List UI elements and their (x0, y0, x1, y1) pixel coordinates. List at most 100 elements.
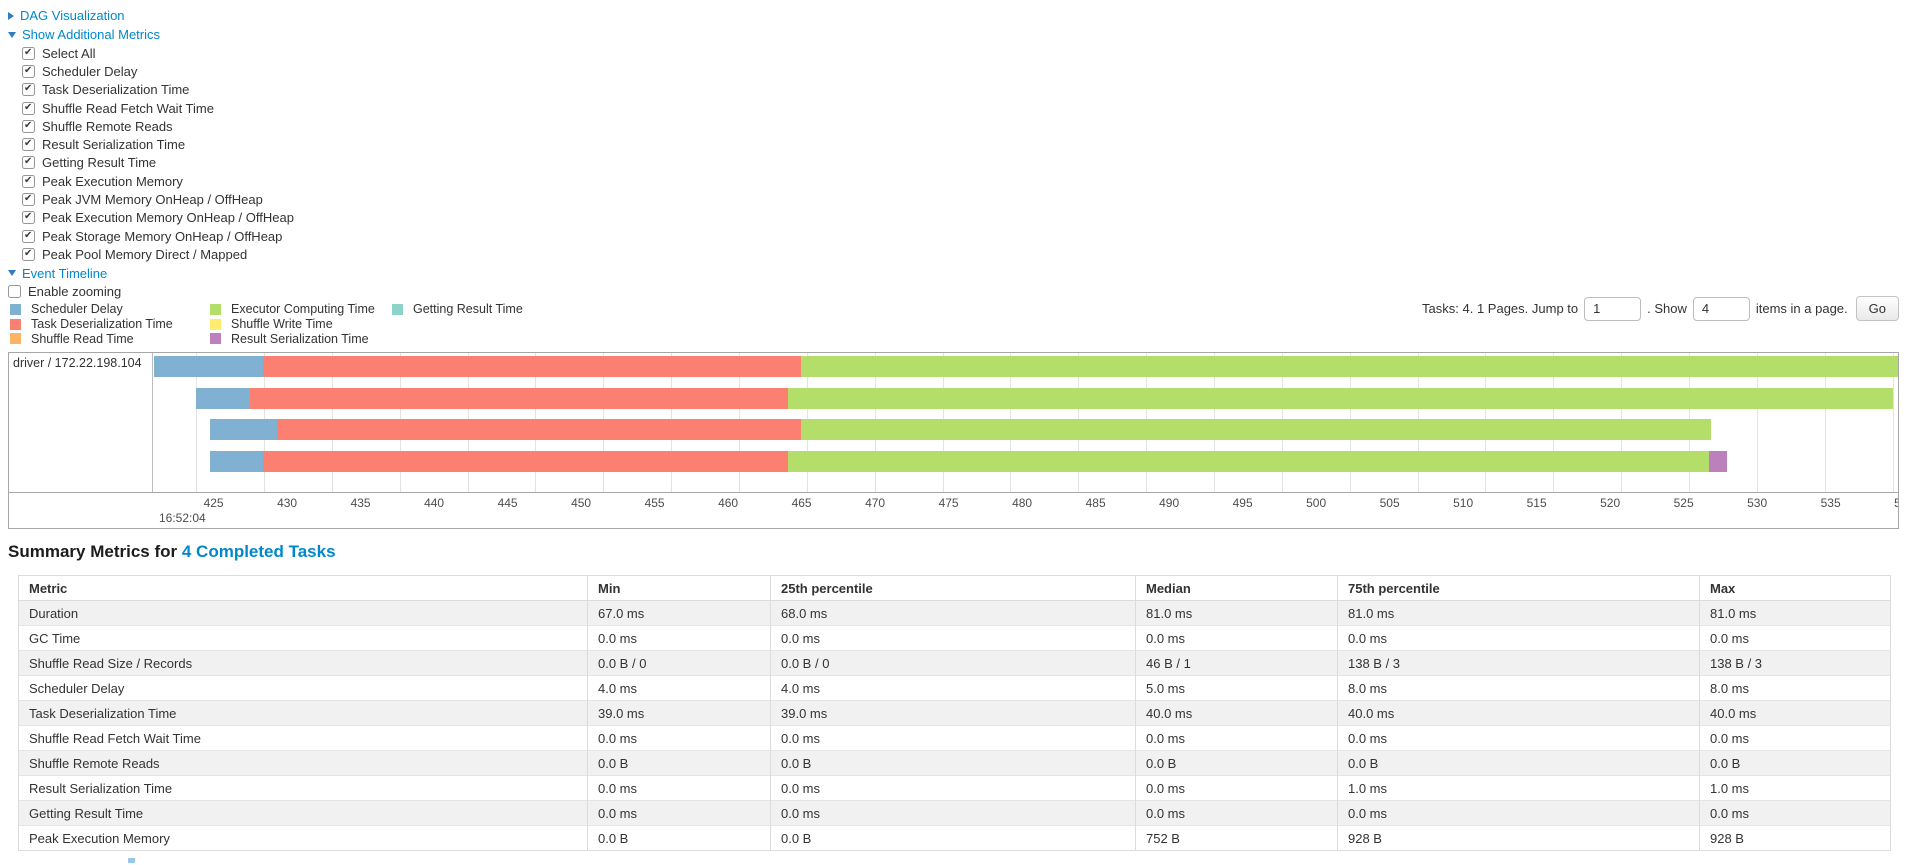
metric-value-cell: 81.0 ms (1135, 600, 1338, 626)
metric-checkbox-row: Task Deserialization Time (8, 81, 294, 99)
metric-checkbox[interactable] (22, 119, 35, 133)
timeline-task-bar[interactable] (196, 388, 1893, 409)
metric-checkbox[interactable] (22, 64, 35, 78)
table-header-cell: 75th percentile (1337, 575, 1700, 601)
enable-zooming-checkbox[interactable] (8, 285, 21, 299)
metric-checkbox[interactable] (22, 247, 35, 261)
axis-tick-label: 525 (1673, 496, 1694, 510)
axis-major-time-label: 16:52:04 (159, 511, 206, 525)
arrow-expanded-icon (8, 31, 16, 38)
legend-item: Shuffle Read Time (10, 332, 173, 347)
completed-tasks-link[interactable]: 4 Completed Tasks (181, 542, 336, 561)
show-additional-metrics-toggle[interactable]: Show Additional Metrics (8, 25, 294, 44)
event-timeline-link[interactable]: Event Timeline (22, 265, 108, 281)
dag-visualization-toggle[interactable]: DAG Visualization (8, 6, 294, 25)
jump-to-page-input[interactable] (1584, 296, 1642, 321)
metric-checkbox[interactable] (22, 138, 35, 152)
metric-name-cell: Shuffle Remote Reads (18, 750, 588, 776)
metric-checkbox[interactable] (22, 101, 35, 115)
metric-value-cell: 0.0 B (587, 750, 771, 776)
metric-value-cell: 81.0 ms (1337, 600, 1700, 626)
metric-name-cell: Shuffle Read Size / Records (18, 650, 588, 676)
gridline (1892, 353, 1894, 492)
metric-checkbox[interactable] (22, 211, 35, 225)
metric-checkbox-label: Scheduler Delay (42, 63, 138, 79)
metric-checkbox-label: Peak JVM Memory OnHeap / OffHeap (42, 192, 263, 208)
axis-tick-label: 455 (644, 496, 665, 510)
axis-tick-label: 445 (497, 496, 518, 510)
executor-computing-time-segment (787, 388, 1893, 409)
items-per-page-input[interactable] (1692, 296, 1750, 321)
metric-checkbox-row: Peak Execution Memory OnHeap / OffHeap (8, 209, 294, 227)
metric-checkbox-row: Peak Execution Memory (8, 172, 294, 190)
enable-zooming-label: Enable zooming (28, 284, 122, 300)
metric-checkbox-row: Select All (8, 44, 294, 62)
pagination-suffix-text: items in a page. (1755, 301, 1848, 316)
stage-page-controls: DAG Visualization Show Additional Metric… (8, 6, 294, 301)
summary-metrics-table: Metric Min 25th percentile Median 75th perce… (18, 575, 1891, 851)
metric-name-cell: Scheduler Delay (18, 675, 588, 701)
event-timeline-toggle[interactable]: Event Timeline (8, 264, 294, 283)
legend-label: Result Serialization Time (231, 331, 369, 346)
gridline (196, 353, 198, 492)
metric-value-cell: 0.0 ms (1699, 800, 1891, 826)
enable-zooming-row: Enable zooming (8, 283, 294, 301)
axis-tick-label: 480 (1012, 496, 1033, 510)
timeline-task-bar[interactable] (154, 356, 1898, 377)
go-button[interactable]: Go (1855, 296, 1899, 321)
legend-column: Scheduler Delay Task Deserialization Time… (10, 302, 173, 346)
metric-value-cell: 0.0 ms (1135, 725, 1338, 751)
axis-tick-label: 460 (718, 496, 739, 510)
metric-value-cell: 40.0 ms (1699, 700, 1891, 726)
metric-value-cell: 0.0 ms (587, 725, 771, 751)
table-row: GC Time 0.0 ms 0.0 ms 0.0 ms 0.0 ms 0.0 ms (18, 625, 1891, 651)
metric-value-cell: 928 B (1699, 825, 1891, 851)
metric-checkbox-label: Task Deserialization Time (42, 82, 190, 98)
metric-checkbox-row: Scheduler Delay (8, 62, 294, 80)
legend-label: Task Deserialization Time (31, 317, 173, 332)
table-row: Task Deserialization Time 39.0 ms 39.0 ms 4… (18, 700, 1891, 726)
task-pagination: Tasks: 4. 1 Pages. Jump to . Show items … (1422, 296, 1899, 321)
metric-checkbox[interactable] (22, 46, 35, 60)
metric-value-cell: 0.0 ms (587, 625, 771, 651)
metric-checkbox[interactable] (22, 174, 35, 188)
metric-value-cell: 1.0 ms (1337, 775, 1700, 801)
summary-metrics-title: Summary Metrics for 4 Completed Tasks (8, 542, 336, 562)
legend-swatch-icon (392, 303, 403, 315)
metric-name-cell: Duration (18, 600, 588, 626)
metric-checkbox[interactable] (22, 83, 35, 97)
table-header-cell: Min (587, 575, 771, 601)
dag-visualization-link[interactable]: DAG Visualization (20, 8, 125, 23)
metric-checkbox[interactable] (22, 193, 35, 207)
axis-tick-label: 440 (424, 496, 445, 510)
legend-item: Scheduler Delay (10, 302, 173, 317)
metric-checkbox[interactable] (22, 156, 35, 170)
metric-checkbox-row: Shuffle Read Fetch Wait Time (8, 99, 294, 117)
metric-value-cell: 39.0 ms (587, 700, 771, 726)
metrics-checkbox-list: Select All Scheduler Delay Task Deserializ… (8, 44, 294, 264)
task-deserialization-time-segment (250, 388, 788, 409)
metric-value-cell: 0.0 B (770, 825, 1136, 851)
metric-value-cell: 4.0 ms (587, 675, 771, 701)
axis-tick-label: 425 (203, 496, 224, 510)
metric-value-cell: 0.0 ms (770, 725, 1136, 751)
timeline-task-bar[interactable] (209, 419, 1711, 440)
metric-checkbox[interactable] (22, 229, 35, 243)
metric-value-cell: 0.0 B (1135, 750, 1338, 776)
timeline-task-bar[interactable] (209, 451, 1727, 472)
table-row: Shuffle Read Size / Records 0.0 B / 0 0.0 … (18, 650, 1891, 676)
legend-item: Executor Computing Time (210, 302, 375, 317)
executor-computing-time-segment (787, 451, 1710, 472)
show-additional-metrics-link[interactable]: Show Additional Metrics (22, 27, 161, 42)
timeline-group-label-column: driver / 172.22.198.104 (9, 353, 153, 492)
table-header-row: Metric Min 25th percentile Median 75th perce… (18, 575, 1891, 601)
arrow-collapsed-icon (8, 11, 14, 20)
metric-value-cell: 0.0 ms (1135, 800, 1338, 826)
metric-value-cell: 5.0 ms (1135, 675, 1338, 701)
metric-value-cell: 0.0 ms (770, 775, 1136, 801)
result-serialization-time-segment (1709, 451, 1727, 472)
axis-tick-label: 470 (865, 496, 886, 510)
axis-tick-label: 510 (1453, 496, 1474, 510)
metric-value-cell: 0.0 ms (1135, 775, 1338, 801)
table-row: Getting Result Time 0.0 ms 0.0 ms 0.0 ms 0.0… (18, 800, 1891, 826)
